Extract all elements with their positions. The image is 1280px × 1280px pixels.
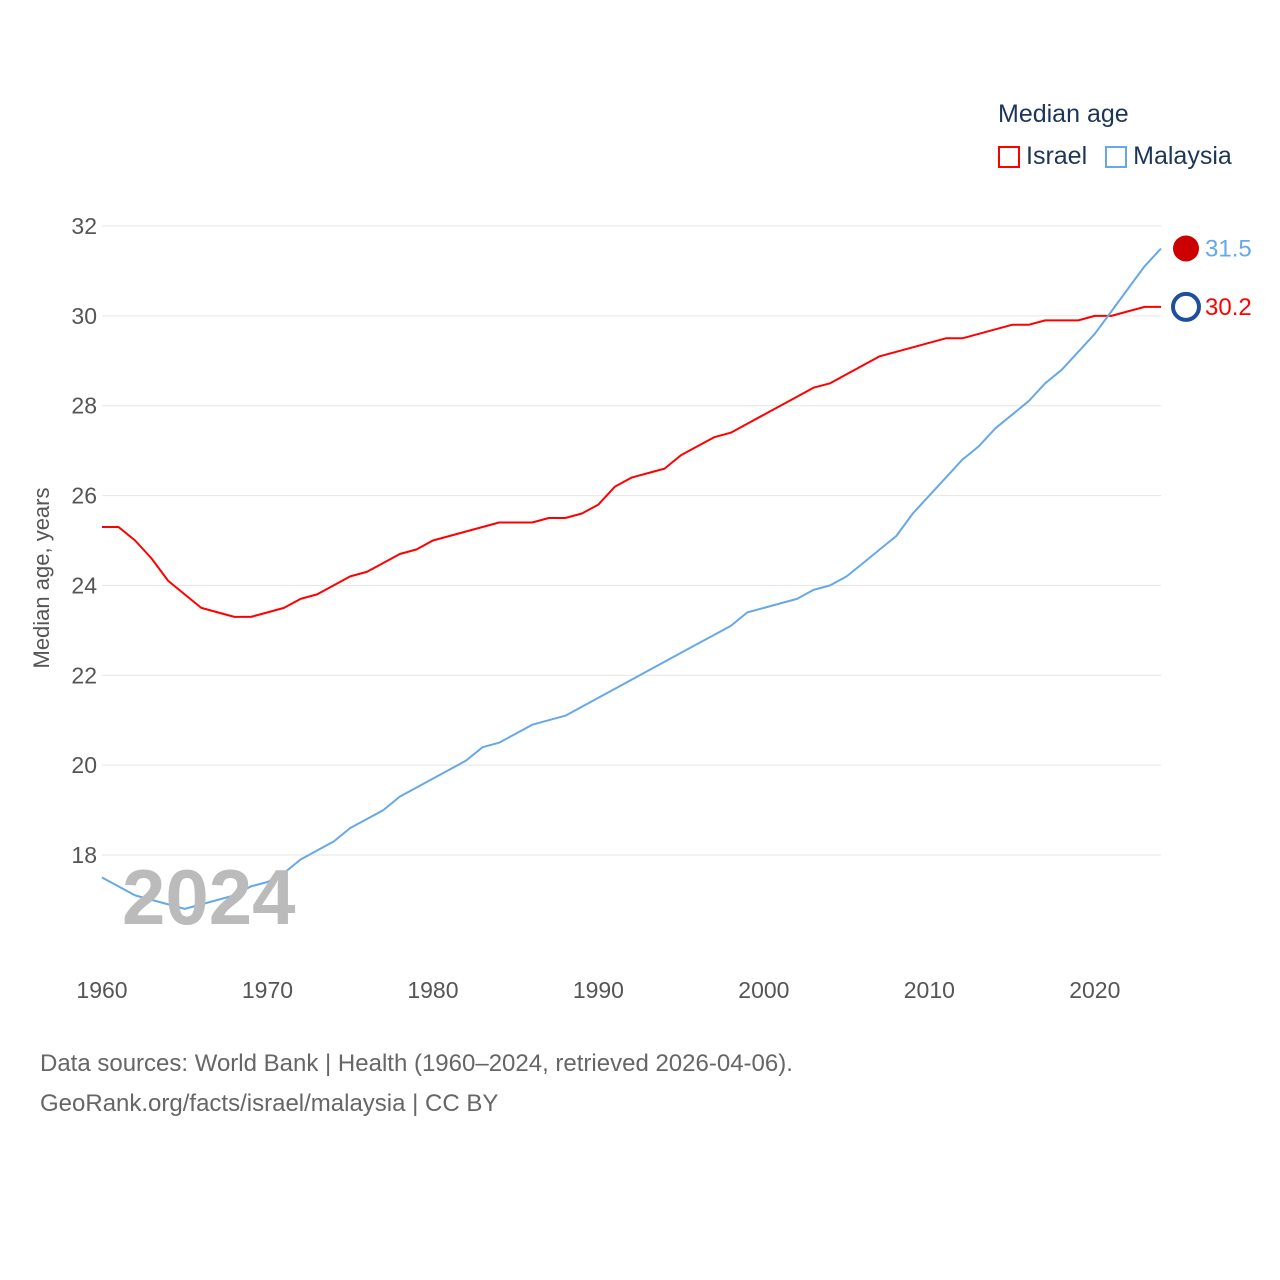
end-label-israel: 30.2 bbox=[1205, 294, 1252, 321]
x-tick-label: 1960 bbox=[76, 977, 127, 1003]
flag-icon-malaysia bbox=[1173, 235, 1199, 262]
legend-item-israel[interactable]: Israel bbox=[998, 142, 1087, 171]
series-line-israel bbox=[102, 305, 1161, 618]
legend-label: Malaysia bbox=[1133, 142, 1232, 170]
y-tick-label: 18 bbox=[71, 842, 97, 868]
y-tick-label: 22 bbox=[71, 662, 97, 688]
series-line-malaysia bbox=[101, 247, 1162, 910]
y-tick-label: 24 bbox=[71, 572, 97, 598]
legend-swatch-malaysia bbox=[1105, 145, 1128, 168]
data-sources: Data sources: World Bank | Health (1960–… bbox=[40, 1050, 793, 1077]
legend-swatch-israel bbox=[998, 145, 1020, 168]
flag-icon-israel bbox=[1171, 291, 1201, 322]
legend: Israel Malaysia bbox=[998, 142, 1232, 171]
footer: Data sources: World Bank | Health (1960–… bbox=[40, 1044, 793, 1124]
legend-label: Israel bbox=[1026, 142, 1088, 170]
x-tick-label: 2020 bbox=[1069, 977, 1120, 1003]
current-year-overlay: 2024 bbox=[122, 853, 296, 941]
source-link[interactable]: GeoRank.org/facts/israel/malaysia | CC B… bbox=[40, 1090, 499, 1117]
y-tick-label: 26 bbox=[71, 483, 97, 509]
y-tick-label: 30 bbox=[71, 303, 97, 329]
y-tick-label: 32 bbox=[71, 213, 97, 239]
legend-item-malaysia[interactable]: Malaysia bbox=[1105, 142, 1232, 171]
x-tick-label: 1970 bbox=[242, 977, 293, 1003]
y-tick-label: 28 bbox=[71, 393, 97, 419]
y-tick-label: 20 bbox=[71, 752, 97, 778]
x-tick-label: 1990 bbox=[573, 977, 624, 1003]
x-tick-label: 2000 bbox=[738, 977, 789, 1003]
end-label-malaysia: 31.5 bbox=[1205, 235, 1252, 262]
legend-title: Median age bbox=[998, 100, 1129, 128]
x-tick-label: 1980 bbox=[407, 977, 458, 1003]
y-axis-label: Median age, years bbox=[29, 487, 54, 669]
x-tick-label: 2010 bbox=[904, 977, 955, 1003]
